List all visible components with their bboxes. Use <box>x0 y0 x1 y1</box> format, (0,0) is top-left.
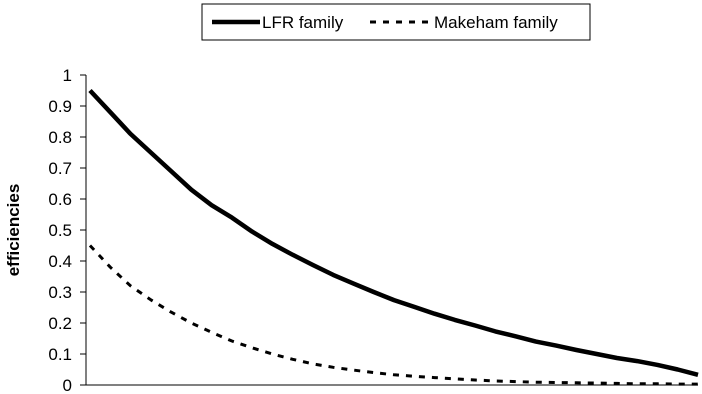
y-tick-label: 0.8 <box>48 128 72 147</box>
y-tick-label: 0.5 <box>48 221 72 240</box>
y-tick-label: 0.9 <box>48 97 72 116</box>
y-tick-label: 0.7 <box>48 159 72 178</box>
axes: 0 0.1 0.2 0.3 0.4 0.5 0.6 0.7 0.8 0.9 1 efficiencie… <box>4 66 698 394</box>
y-tick-label: 1 <box>63 66 72 85</box>
legend-label-makeham-family: Makeham family <box>434 13 558 32</box>
series-line-makeham-family <box>88 244 698 386</box>
y-axis-label: efficiencies <box>4 184 23 277</box>
y-tick-label: 0.3 <box>48 283 72 302</box>
y-tick-label: 0.2 <box>48 314 72 333</box>
y-tick-label: 0 <box>63 376 72 394</box>
y-tick-label: 0.6 <box>48 190 72 209</box>
legend-label-lfr-family: LFR family <box>262 13 344 32</box>
series-line-lfr-family <box>88 88 699 377</box>
legend: LFR family Makeham family <box>201 3 591 41</box>
y-tick-label: 0.4 <box>48 252 72 271</box>
y-tick-label: 0.1 <box>48 345 72 364</box>
series-layer <box>88 88 699 386</box>
